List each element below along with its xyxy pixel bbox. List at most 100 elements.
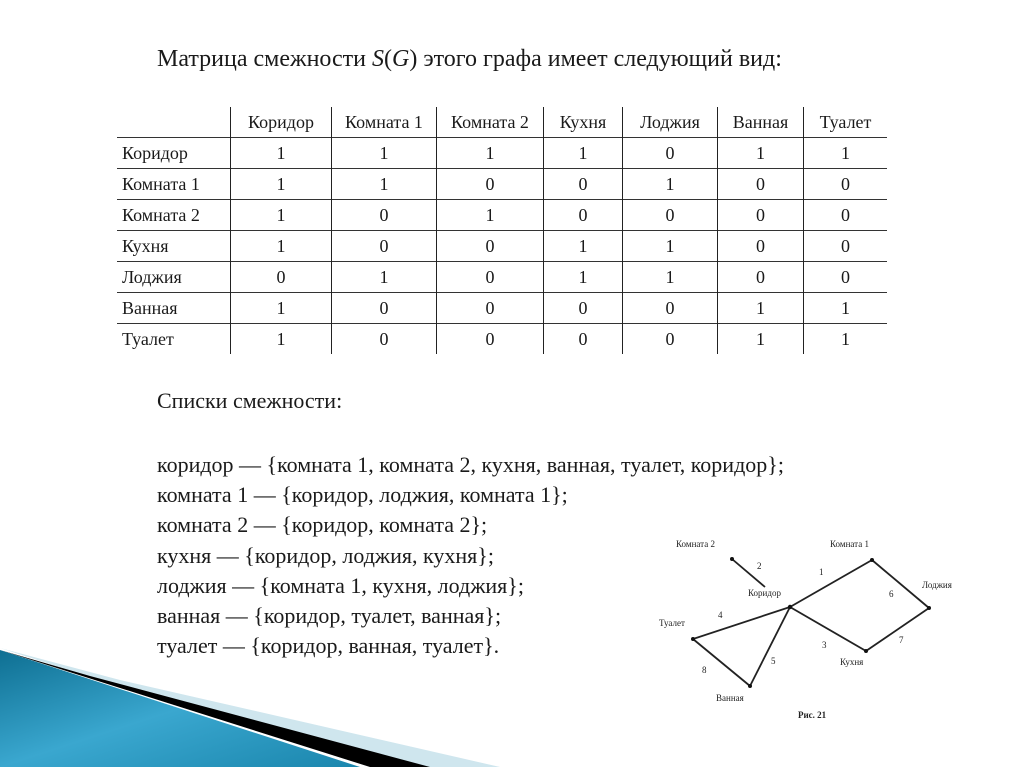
matrix-cell: 0: [622, 292, 718, 324]
graph-node: [787, 604, 793, 610]
matrix-cell: 1: [717, 323, 804, 354]
matrix-cell: 0: [331, 292, 437, 324]
graph-node: [730, 557, 734, 561]
node-label: Лоджия: [922, 580, 952, 590]
col-header: Лоджия: [622, 107, 718, 138]
matrix-cell: 1: [230, 137, 332, 169]
matrix-cell: 1: [622, 168, 718, 200]
node-label: Коридор: [748, 588, 781, 598]
edge-label: 6: [889, 589, 894, 599]
matrix-cell: 0: [331, 323, 437, 354]
matrix-cell: 1: [230, 168, 332, 200]
col-header: Туалет: [803, 107, 887, 138]
list-item: кухня — {коридор, лоджия, кухня};: [157, 542, 494, 568]
matrix-cell: 0: [717, 199, 804, 231]
matrix-row: Туалет 1 0 0 0 0 1 1: [117, 323, 887, 354]
figure-caption: Рис. 21: [798, 710, 827, 720]
matrix-cell: 1: [331, 261, 437, 293]
matrix-cell: 1: [331, 168, 437, 200]
matrix-cell: 0: [436, 230, 544, 262]
matrix-cell: 0: [543, 323, 623, 354]
matrix-cell: 0: [331, 199, 437, 231]
row-header: Лоджия: [117, 261, 231, 293]
edge-label: 4: [718, 610, 723, 620]
list-item: лоджия — {комната 1, кухня, лоджия};: [157, 572, 524, 598]
list-item: ванная — {коридор, туалет, ванная};: [157, 603, 502, 629]
matrix-cell: 0: [230, 261, 332, 293]
col-header: Комната 1: [331, 107, 437, 138]
matrix-cell: 0: [622, 199, 718, 231]
decor-blue-wedge: [0, 650, 360, 767]
matrix-row: Кухня 1 0 0 1 1 0 0: [117, 230, 887, 262]
adjacency-lists: коридор — {комната 1, комната 2, кухня, …: [157, 450, 784, 661]
list-item: комната 1 — {коридор, лоджия, комната 1}…: [157, 482, 568, 508]
graph-edge: [731, 558, 766, 588]
graph-node: [691, 637, 695, 641]
graph-edge: [865, 607, 930, 652]
list-item: туалет — {коридор, ванная, туалет}.: [157, 633, 500, 659]
matrix-cell: 1: [717, 292, 804, 324]
matrix-cell: 1: [622, 261, 718, 293]
matrix-cell: 1: [717, 137, 804, 169]
title-symbol: S: [372, 46, 384, 72]
matrix-cell: 0: [803, 199, 887, 231]
matrix-cell: 1: [331, 137, 437, 169]
row-header: Туалет: [117, 323, 231, 354]
matrix-row: Коридор 1 1 1 1 0 1 1: [117, 137, 887, 169]
edge-label: 7: [899, 635, 904, 645]
matrix-cell: 1: [436, 137, 544, 169]
slide-title: Матрица смежности S(G) этого графа имеет…: [157, 46, 782, 73]
row-header: Ванная: [117, 292, 231, 324]
matrix-cell: 1: [230, 199, 332, 231]
matrix-cell: 0: [543, 199, 623, 231]
matrix-cell: 0: [543, 292, 623, 324]
node-label: Кухня: [840, 657, 863, 667]
matrix-cell: 0: [803, 230, 887, 262]
matrix-cell: 0: [717, 261, 804, 293]
col-header: Кухня: [543, 107, 623, 138]
graph-edge: [692, 606, 791, 640]
graph-node: [870, 558, 874, 562]
graph-node: [864, 649, 868, 653]
matrix-cell: 0: [803, 168, 887, 200]
row-header: Кухня: [117, 230, 231, 262]
graph-node: [748, 684, 752, 688]
matrix-cell: 1: [622, 230, 718, 262]
edge-label: 5: [771, 656, 776, 666]
matrix-cell: 0: [331, 230, 437, 262]
graph-node: [927, 606, 931, 610]
matrix-cell: 0: [436, 261, 544, 293]
matrix-cell: 0: [803, 261, 887, 293]
node-label: Туалет: [659, 618, 685, 628]
edge-label: 2: [757, 561, 762, 571]
matrix-cell: 1: [230, 292, 332, 324]
node-label: Комната 1: [830, 539, 869, 549]
lists-title: Списки смежности:: [157, 388, 343, 413]
matrix-cell: 0: [717, 230, 804, 262]
row-header: Комната 2: [117, 199, 231, 231]
title-paren: (: [384, 46, 392, 72]
matrix-row: Ванная 1 0 0 0 0 1 1: [117, 292, 887, 324]
row-header: Комната 1: [117, 168, 231, 200]
matrix-cell: 1: [230, 323, 332, 354]
graph-edge: [789, 606, 867, 652]
adjacency-matrix: Коридор Комната 1 Комната 2 Кухня Лоджия…: [117, 107, 887, 354]
title-suffix: ) этого графа имеет следующий вид:: [409, 46, 782, 72]
matrix-row: Лоджия 0 1 0 1 1 0 0: [117, 261, 887, 293]
graph-edge: [789, 559, 873, 608]
list-item: комната 2 — {коридор, комната 2};: [157, 512, 488, 538]
matrix-cell: 0: [622, 137, 718, 169]
matrix-cell: 1: [436, 199, 544, 231]
matrix-cell: 1: [803, 292, 887, 324]
title-arg: G: [392, 46, 410, 72]
col-header: Ванная: [717, 107, 804, 138]
matrix-cell: 1: [230, 230, 332, 262]
edge-label: 1: [819, 567, 824, 577]
row-header: Коридор: [117, 137, 231, 169]
node-label: Ванная: [716, 693, 744, 703]
graph-edge: [692, 638, 751, 687]
matrix-cell: 1: [543, 230, 623, 262]
